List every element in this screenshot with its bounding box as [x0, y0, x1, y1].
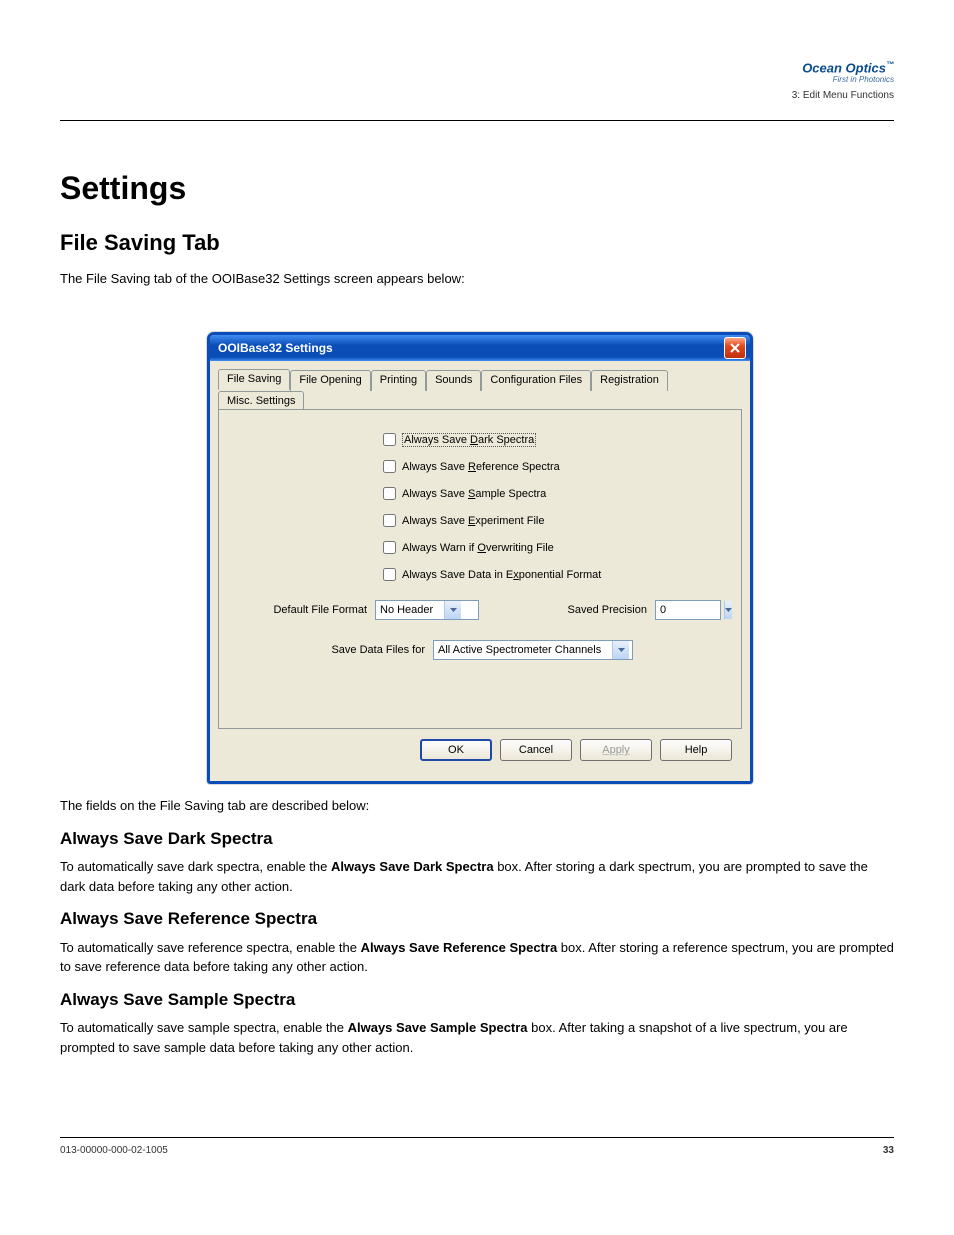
- checkbox-row-2: Always Save Sample Spectra: [379, 484, 721, 503]
- footer-rule: [60, 1137, 894, 1138]
- saved-precision-label: Saved Precision: [568, 604, 648, 616]
- checkbox-row-5: Always Save Data in Exponential Format: [379, 565, 721, 584]
- dialog-title: OOIBase32 Settings: [218, 341, 333, 355]
- footer-right: 33: [883, 1145, 894, 1156]
- help-button[interactable]: Help: [660, 739, 732, 761]
- default-file-format-label: Default File Format: [239, 604, 367, 616]
- item1-text: To automatically save dark spectra, enab…: [60, 857, 894, 896]
- item3-text: To automatically save sample spectra, en…: [60, 1018, 894, 1057]
- checkbox-5[interactable]: [383, 568, 396, 581]
- checkbox-label-1[interactable]: Always Save Reference Spectra: [402, 461, 560, 473]
- logo-sub: First in Photonics: [802, 75, 894, 84]
- tab-misc-settings[interactable]: Misc. Settings: [218, 391, 304, 410]
- chevron-down-icon[interactable]: [724, 601, 732, 619]
- section-title: File Saving Tab: [60, 230, 220, 256]
- ok-button[interactable]: OK: [420, 739, 492, 761]
- tab-file-saving[interactable]: File Saving: [218, 369, 290, 390]
- save-data-files-combobox[interactable]: All Active Spectrometer Channels: [433, 640, 633, 660]
- logo-main: Ocean Optics: [802, 60, 886, 75]
- tab-printing[interactable]: Printing: [371, 370, 426, 391]
- checkbox-label-3[interactable]: Always Save Experiment File: [402, 515, 544, 527]
- save-data-files-value: All Active Spectrometer Channels: [434, 641, 612, 659]
- brand-logo: Ocean Optics™ First in Photonics: [802, 60, 894, 84]
- tab-sounds[interactable]: Sounds: [426, 370, 481, 391]
- tab-file-opening[interactable]: File Opening: [290, 370, 370, 391]
- default-file-format-combobox[interactable]: No Header: [375, 600, 479, 620]
- checkbox-row-0: Always Save Dark Spectra: [379, 430, 721, 449]
- checkbox-0[interactable]: [383, 433, 396, 446]
- chapter-title: Settings: [60, 170, 186, 207]
- checkbox-label-2[interactable]: Always Save Sample Spectra: [402, 488, 546, 500]
- chevron-down-icon[interactable]: [612, 641, 629, 659]
- dialog-titlebar[interactable]: OOIBase32 Settings: [210, 335, 750, 361]
- checkbox-2[interactable]: [383, 487, 396, 500]
- checkbox-row-4: Always Warn if Overwriting File: [379, 538, 721, 557]
- saved-precision-value: 0: [656, 601, 724, 619]
- item2-title: Always Save Reference Spectra: [60, 906, 894, 932]
- page-header-text: 3: Edit Menu Functions: [792, 90, 894, 101]
- header-rule: [60, 120, 894, 121]
- close-button[interactable]: [724, 337, 746, 359]
- tab-strip: File Saving File Opening Printing Sounds…: [218, 369, 742, 410]
- tab-panel-file-saving: Always Save Dark Spectra Always Save Refe…: [218, 409, 742, 729]
- checkbox-label-4[interactable]: Always Warn if Overwriting File: [402, 542, 554, 554]
- save-data-files-label: Save Data Files for: [239, 644, 425, 656]
- checkbox-label-5[interactable]: Always Save Data in Exponential Format: [402, 569, 601, 581]
- post-lead: The fields on the File Saving tab are de…: [60, 796, 894, 816]
- tab-registration[interactable]: Registration: [591, 370, 668, 391]
- row-save-data-files: Save Data Files for All Active Spectrome…: [239, 640, 721, 660]
- footer-left: 013-00000-000-02-1005: [60, 1145, 168, 1156]
- checkbox-1[interactable]: [383, 460, 396, 473]
- checkbox-row-1: Always Save Reference Spectra: [379, 457, 721, 476]
- item2-text: To automatically save reference spectra,…: [60, 938, 894, 977]
- tab-configuration-files[interactable]: Configuration Files: [481, 370, 591, 391]
- intro-text: The File Saving tab of the OOIBase32 Set…: [60, 270, 894, 288]
- saved-precision-combobox[interactable]: 0: [655, 600, 721, 620]
- close-icon: [730, 343, 740, 353]
- default-file-format-value: No Header: [376, 601, 444, 619]
- dialog-button-row: OK Cancel Apply Help: [218, 729, 742, 771]
- cancel-button[interactable]: Cancel: [500, 739, 572, 761]
- item3-title: Always Save Sample Spectra: [60, 987, 894, 1013]
- settings-dialog: OOIBase32 Settings File Saving File Open…: [207, 332, 753, 784]
- checkbox-3[interactable]: [383, 514, 396, 527]
- post-dialog-description: The fields on the File Saving tab are de…: [60, 790, 894, 1067]
- apply-button[interactable]: Apply: [580, 739, 652, 761]
- checkbox-label-0[interactable]: Always Save Dark Spectra: [402, 433, 536, 447]
- checkbox-row-3: Always Save Experiment File: [379, 511, 721, 530]
- item1-title: Always Save Dark Spectra: [60, 826, 894, 852]
- row-default-file-format: Default File Format No Header Saved Prec…: [239, 600, 721, 620]
- chevron-down-icon[interactable]: [444, 601, 461, 619]
- checkbox-4[interactable]: [383, 541, 396, 554]
